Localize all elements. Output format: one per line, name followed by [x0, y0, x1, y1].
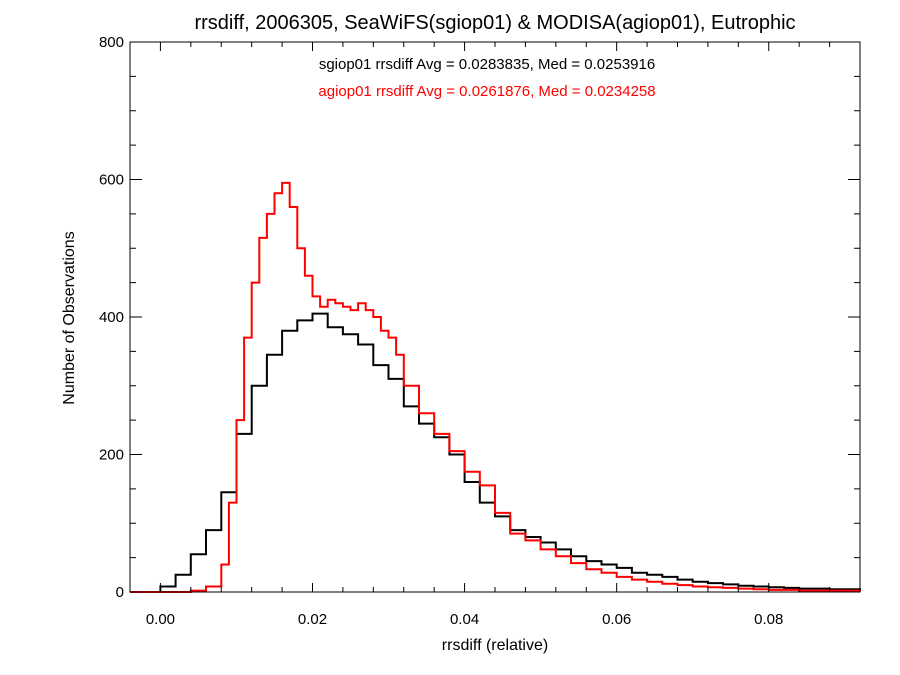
y-tick-label-3: 600 [99, 172, 124, 189]
y-tick-label-0: 0 [116, 584, 124, 601]
annotation-sgiop01: sgiop01 rrsdiff Avg = 0.0283835, Med = 0… [319, 56, 655, 73]
x-tick-label-3: 0.06 [602, 611, 631, 628]
x-tick-label-0: 0.00 [146, 611, 175, 628]
x-tick-label-2: 0.04 [450, 611, 479, 628]
x-tick-label-4: 0.08 [754, 611, 783, 628]
series-line-0 [130, 312, 861, 593]
y-tick-label-4: 800 [99, 34, 124, 51]
annotation-agiop01: agiop01 rrsdiff Avg = 0.0261876, Med = 0… [318, 83, 655, 100]
x-axis-label: rrsdiff (relative) [442, 637, 548, 654]
y-tick-label-1: 200 [99, 447, 124, 464]
plot-frame [129, 41, 861, 593]
chart-title: rrsdiff, 2006305, SeaWiFS(sgiop01) & MOD… [194, 12, 795, 34]
y-axis-label: Number of Observations [61, 231, 78, 404]
x-tick-label-1: 0.02 [298, 611, 327, 628]
series-line-1 [130, 181, 861, 593]
y-tick-label-2: 400 [99, 309, 124, 326]
